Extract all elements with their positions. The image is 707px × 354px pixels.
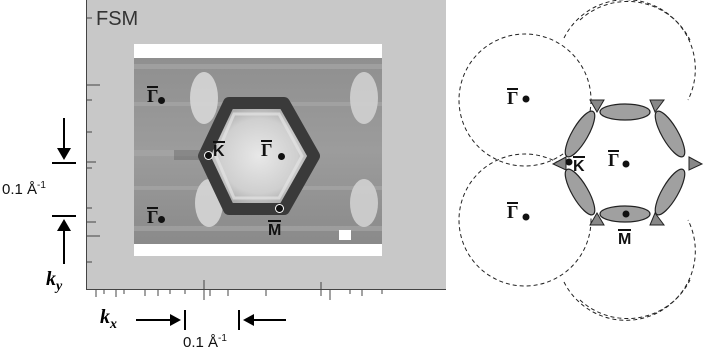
axis-kx-label: kx xyxy=(100,306,117,333)
k-triangle-5 xyxy=(589,212,605,226)
upper-right-arc xyxy=(563,0,696,101)
k-point-dot-right xyxy=(565,158,573,166)
left-axis-line xyxy=(86,0,87,290)
gamma-top-label: Γ xyxy=(147,86,159,106)
gamma-upper-left-label: Γ xyxy=(507,88,519,108)
axis-ky-subscript: y xyxy=(56,279,63,294)
scale-x-exponent: -1 xyxy=(218,333,227,344)
m-point-dot xyxy=(276,205,283,212)
pocket-upper-left xyxy=(564,110,596,158)
axis-kx-letter: k xyxy=(100,306,110,328)
axis-ky-letter: k xyxy=(46,268,56,290)
gamma-bottom-dot xyxy=(158,216,165,223)
m-point-label-right: M xyxy=(618,229,632,248)
m-point-label: M xyxy=(268,220,282,239)
scale-y-exponent: -1 xyxy=(37,180,46,191)
axis-kx-subscript: x xyxy=(110,317,117,332)
lower-right-arc xyxy=(563,219,696,321)
gamma-center-label: Γ xyxy=(261,140,273,160)
pocket-top xyxy=(599,103,651,121)
gamma-top-dot xyxy=(158,97,165,104)
pocket-lower-left xyxy=(564,168,596,216)
gamma-bottom-label: Γ xyxy=(147,207,159,227)
k-point-label-right: K xyxy=(573,156,585,175)
gamma-lower-left-dot xyxy=(522,213,530,221)
pocket-upper-right xyxy=(654,110,686,158)
k-triangle-3 xyxy=(688,156,704,171)
scale-x-label: 0.1 Å-1 xyxy=(183,333,227,351)
gamma-lower-left-label: Γ xyxy=(507,202,519,222)
scale-y-value: 0.1 Å xyxy=(2,181,38,198)
gamma-center-dot-right xyxy=(622,160,630,168)
k-point-dot xyxy=(205,152,212,159)
gamma-lower-left-circle xyxy=(458,153,592,287)
gamma-center-dot xyxy=(278,153,285,160)
k-point-label: K xyxy=(213,141,225,160)
bottom-arc xyxy=(579,279,691,320)
scale-x-value: 0.1 Å xyxy=(183,334,219,351)
axis-ky-label: ky xyxy=(46,268,62,295)
k-triangle-6 xyxy=(649,212,665,226)
fermi-surface-map xyxy=(134,58,382,244)
m-point-dot-right xyxy=(622,210,630,218)
gamma-upper-left-dot xyxy=(522,95,530,103)
fsm-title: FSM xyxy=(96,8,139,30)
k-triangle-2 xyxy=(649,99,665,113)
k-triangle-1 xyxy=(589,99,605,113)
pocket-lower-right xyxy=(654,168,686,216)
gamma-center-label-right: Γ xyxy=(608,150,620,170)
scale-y-label: 0.1 Å-1 xyxy=(2,180,46,198)
top-arc xyxy=(579,0,691,41)
